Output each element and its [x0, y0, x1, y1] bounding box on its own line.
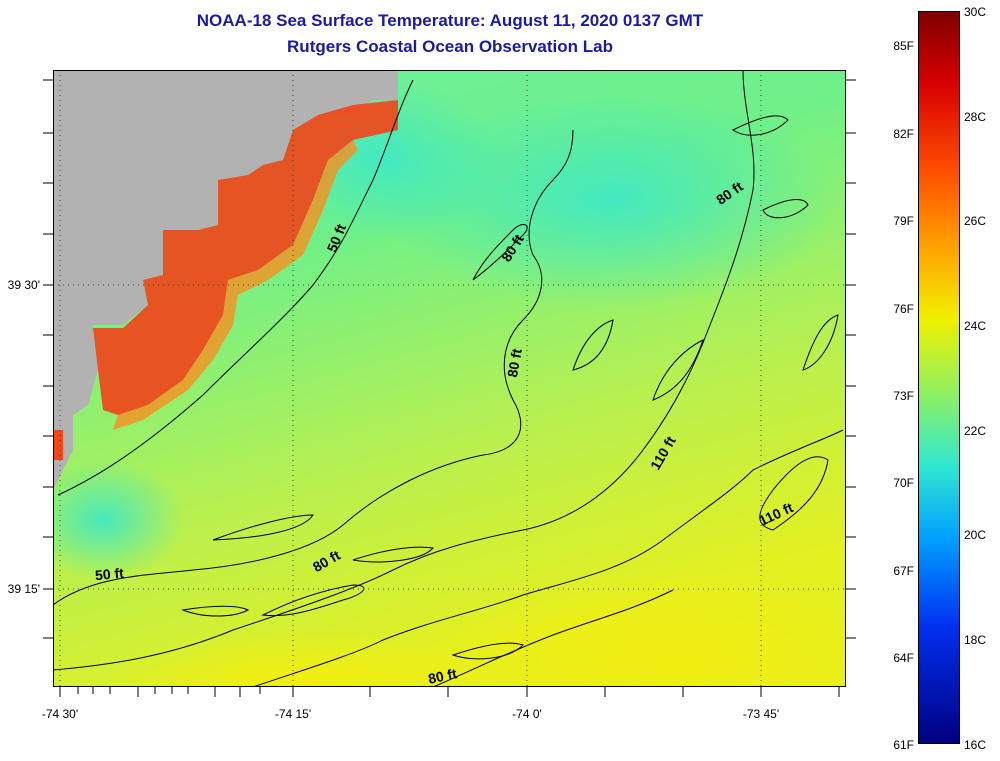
- map-frame: [53, 70, 846, 687]
- colorbar-f-label: 73F: [893, 389, 914, 403]
- warm-coast-water: [113, 140, 358, 430]
- colorbar-c-label: 30C: [964, 5, 987, 19]
- colorbar-c-label: 16C: [964, 738, 987, 752]
- colorbar-c-label: 18C: [964, 633, 987, 647]
- lon-label: -74 0': [512, 707, 542, 721]
- colorbar-c-label: 28C: [964, 110, 987, 124]
- temperature-colorbar: [918, 11, 960, 744]
- warm-coast-water: [93, 100, 398, 415]
- cool-water-patch: [53, 460, 183, 580]
- colorbar-c-label: 22C: [964, 424, 987, 438]
- colorbar-f-label: 64F: [893, 651, 914, 665]
- grid-lines: [53, 70, 846, 687]
- colorbar-c-label: 20C: [964, 528, 987, 542]
- lon-label: -74 15': [274, 707, 312, 721]
- colorbar-f-label: 70F: [893, 476, 914, 490]
- colorbar-f-label: 67F: [893, 564, 914, 578]
- map-title: NOAA-18 Sea Surface Temperature: August …: [196, 11, 704, 30]
- colorbar-c-label: 26C: [964, 214, 987, 228]
- map-subtitle: Rutgers Coastal Ocean Observation Lab: [287, 37, 613, 56]
- land: [53, 70, 398, 490]
- lat-label: 39 30': [7, 278, 40, 292]
- colorbar-f-label: 76F: [893, 302, 914, 316]
- depth-contours: [53, 70, 844, 687]
- warm-water-patch: [413, 570, 846, 687]
- lat-label: 39 15': [7, 582, 40, 596]
- lon-label: -74 30': [41, 707, 79, 721]
- warm-coast-water: [53, 430, 63, 460]
- lon-label: -73 45': [742, 707, 780, 721]
- sst-map: [53, 70, 846, 687]
- warm-water-patch: [103, 630, 503, 687]
- colorbar-f-label: 85F: [893, 39, 914, 53]
- colorbar-c-label: 24C: [964, 319, 987, 333]
- colorbar-f-label: 79F: [893, 214, 914, 228]
- colorbar-f-label: 61F: [893, 738, 914, 752]
- colorbar-f-label: 82F: [893, 127, 914, 141]
